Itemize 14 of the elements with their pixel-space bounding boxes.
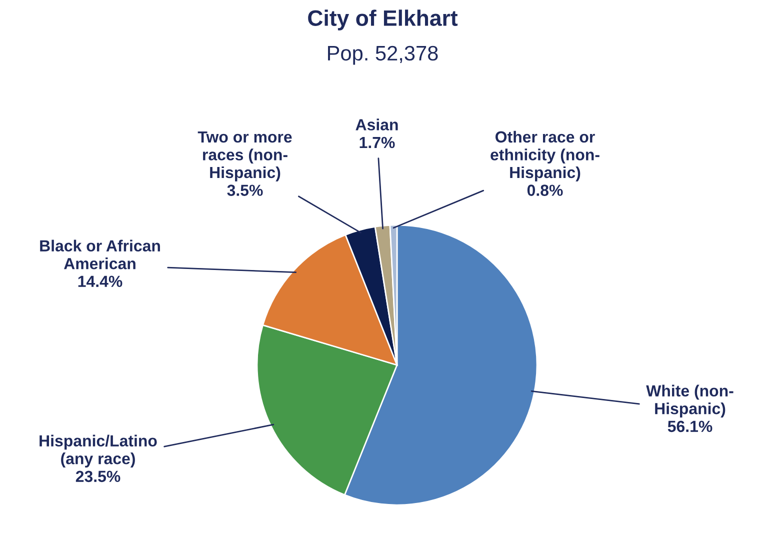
data-label: 23.5%	[76, 470, 120, 482]
slice-label: Two or more races (non- Hispanic)	[198, 131, 292, 182]
data-label: 0.8%	[527, 184, 563, 196]
data-label: 56.1%	[668, 420, 712, 432]
slice-label: Other race or ethnicity (non- Hispanic)	[490, 130, 600, 182]
slice-label: White (non- Hispanic)	[646, 384, 734, 418]
chart-subtitle: Pop. 52,378	[328, 46, 438, 65]
data-label: 1.7%	[360, 136, 395, 148]
slice-label: Asian	[356, 118, 398, 130]
slice-label: Hispanic/Latino (any race)	[40, 434, 157, 468]
chart-title: City of Elkhart	[308, 10, 458, 30]
slice-label: Black or African American	[40, 240, 160, 270]
data-label: 14.4%	[78, 276, 122, 288]
data-label: 3.5%	[227, 184, 263, 196]
